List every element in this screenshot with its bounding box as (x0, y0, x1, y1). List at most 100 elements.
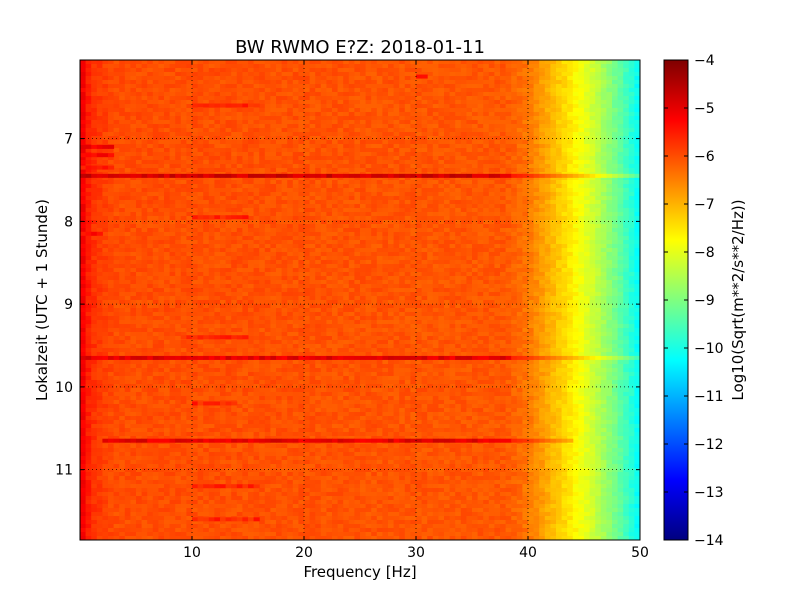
heatmap-cell (326, 216, 333, 221)
heatmap-cell (505, 140, 512, 145)
heatmap-cell (225, 80, 232, 85)
heatmap-cell (404, 120, 411, 125)
heatmap-cell (539, 244, 546, 249)
heatmap-cell (522, 176, 529, 181)
heatmap-cell (483, 188, 490, 193)
heatmap-cell (628, 108, 635, 113)
heatmap-cell (298, 104, 305, 109)
heatmap-cell (360, 72, 367, 77)
heatmap-cell (158, 136, 165, 141)
heatmap-cell (460, 228, 467, 233)
heatmap-cell (438, 212, 445, 217)
heatmap-cell (180, 200, 187, 205)
heatmap-cell (270, 256, 277, 261)
heatmap-cell (393, 144, 400, 149)
heatmap-cell (147, 144, 154, 149)
heatmap-cell (236, 252, 243, 257)
heatmap-cell (388, 224, 395, 229)
heatmap-cell (309, 140, 316, 145)
heatmap-cell (85, 160, 92, 165)
heatmap-cell (231, 148, 238, 153)
heatmap-cell (192, 244, 199, 249)
heatmap-cell (516, 128, 523, 133)
heatmap-cell (388, 228, 395, 233)
heatmap-cell (197, 180, 204, 185)
heatmap-cell (309, 176, 316, 181)
heatmap-cell (572, 232, 579, 237)
heatmap-cell (298, 240, 305, 245)
heatmap-cell (438, 72, 445, 77)
heatmap-cell (242, 144, 249, 149)
heatmap-cell (85, 168, 92, 173)
heatmap-cell (113, 132, 120, 137)
heatmap-cell (108, 68, 115, 73)
heatmap-cell (376, 184, 383, 189)
heatmap-cell (130, 184, 137, 189)
heatmap-cell (556, 216, 563, 221)
heatmap-cell (309, 192, 316, 197)
heatmap-cell (113, 84, 120, 89)
heatmap-cell (578, 100, 585, 105)
heatmap-cell (488, 124, 495, 129)
heatmap-cell (119, 128, 126, 133)
heatmap-cell (595, 112, 602, 117)
heatmap-cell (444, 68, 451, 73)
heatmap-cell (264, 192, 271, 197)
heatmap-cell (242, 112, 249, 117)
heatmap-cell (124, 248, 131, 253)
heatmap-cell (298, 184, 305, 189)
heatmap-cell (264, 176, 271, 181)
heatmap-cell (628, 168, 635, 173)
heatmap-cell (164, 168, 171, 173)
heatmap-cell (460, 256, 467, 261)
heatmap-cell (85, 192, 92, 197)
heatmap-cell (550, 112, 557, 117)
heatmap-cell (421, 104, 428, 109)
heatmap-cell (225, 76, 232, 81)
heatmap-cell (466, 84, 473, 89)
heatmap-cell (130, 72, 137, 77)
heatmap-cell (309, 148, 316, 153)
heatmap-cell (365, 164, 372, 169)
heatmap-cell (617, 124, 624, 129)
heatmap-cell (208, 228, 215, 233)
heatmap-cell (315, 148, 322, 153)
heatmap-cell (578, 228, 585, 233)
heatmap-cell (544, 216, 551, 221)
heatmap-cell (634, 252, 640, 257)
heatmap-cell (326, 80, 333, 85)
heatmap-cell (113, 192, 120, 197)
heatmap-cell (332, 64, 339, 69)
heatmap-cell (354, 116, 361, 121)
heatmap-cell (320, 196, 327, 201)
heatmap-cell (634, 156, 640, 161)
heatmap-cell (416, 88, 423, 93)
heatmap-cell (152, 216, 159, 221)
heatmap-cell (410, 120, 417, 125)
heatmap-cell (270, 132, 277, 137)
heatmap-cell (533, 228, 540, 233)
heatmap-cell (281, 208, 288, 213)
heatmap-cell (550, 192, 557, 197)
heatmap-cell (304, 116, 311, 121)
heatmap-cell (225, 204, 232, 209)
heatmap-cell (572, 60, 579, 65)
heatmap-cell (130, 92, 137, 97)
heatmap-cell (455, 236, 462, 241)
heatmap-cell (102, 136, 109, 141)
heatmap-cell (600, 140, 607, 145)
heatmap-cell (102, 244, 109, 249)
heatmap-cell (589, 124, 596, 129)
heatmap-cell (623, 164, 630, 169)
heatmap-cell (130, 212, 137, 217)
heatmap-cell (108, 200, 115, 205)
heatmap-cell (371, 124, 378, 129)
heatmap-cell (488, 120, 495, 125)
heatmap-cell (388, 176, 395, 181)
heatmap-cell (505, 104, 512, 109)
heatmap-cell (477, 120, 484, 125)
heatmap-cell (164, 180, 171, 185)
heatmap-cell (516, 136, 523, 141)
heatmap-cell (248, 240, 255, 245)
heatmap-cell (264, 168, 271, 173)
